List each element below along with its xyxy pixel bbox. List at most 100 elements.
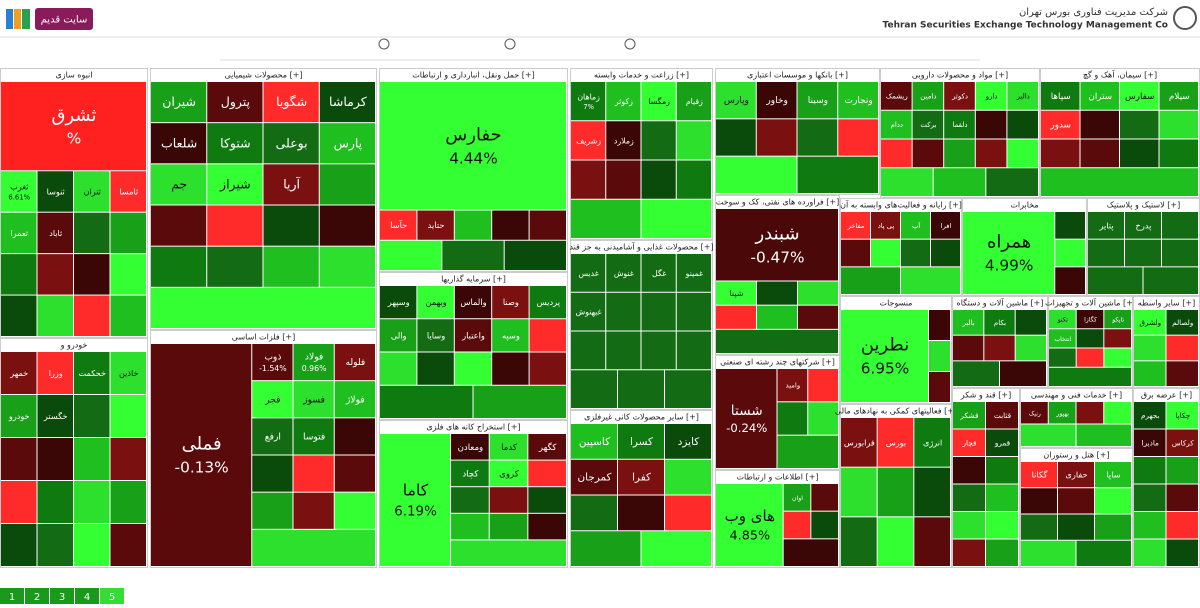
tile[interactable]: [1134, 361, 1166, 386]
tile[interactable]: [37, 171, 74, 212]
tile[interactable]: [1041, 139, 1080, 168]
tile[interactable]: [110, 352, 147, 394]
tile[interactable]: [986, 512, 1018, 539]
tile[interactable]: [1, 352, 37, 394]
tile[interactable]: [1159, 110, 1199, 139]
tile[interactable]: [986, 402, 1018, 429]
tile[interactable]: [877, 517, 914, 566]
tile[interactable]: [207, 123, 263, 164]
tile[interactable]: [797, 119, 838, 156]
tile[interactable]: [37, 524, 74, 566]
tile[interactable]: [1076, 402, 1104, 424]
tile[interactable]: [676, 292, 711, 331]
tile[interactable]: [571, 331, 606, 370]
tile[interactable]: [1166, 361, 1199, 386]
tile[interactable]: [37, 438, 74, 480]
page-button[interactable]: [75, 588, 99, 604]
tile[interactable]: [808, 369, 838, 402]
tile[interactable]: [571, 531, 641, 566]
tile[interactable]: [901, 212, 930, 239]
tile[interactable]: [1, 295, 37, 336]
tile[interactable]: [1076, 540, 1132, 566]
tile[interactable]: [207, 82, 263, 123]
tile[interactable]: [984, 335, 1015, 361]
tile[interactable]: [777, 402, 808, 435]
tile[interactable]: [1007, 110, 1038, 139]
tile[interactable]: [798, 305, 838, 329]
tile[interactable]: [1080, 139, 1120, 168]
page-number[interactable]: 2: [34, 592, 40, 603]
tile[interactable]: [1058, 462, 1094, 488]
tile[interactable]: [1134, 335, 1166, 361]
tile[interactable]: [380, 319, 417, 352]
tile[interactable]: [74, 438, 110, 480]
tile[interactable]: [1055, 212, 1085, 239]
tile[interactable]: [877, 418, 914, 467]
tile[interactable]: [1021, 424, 1076, 447]
tile[interactable]: [74, 171, 110, 212]
tile[interactable]: [1166, 310, 1199, 335]
tile[interactable]: [914, 467, 950, 517]
tile[interactable]: [953, 484, 985, 512]
tile[interactable]: [841, 418, 877, 467]
tile[interactable]: [263, 246, 319, 287]
tile[interactable]: [1055, 239, 1085, 267]
tile[interactable]: [757, 281, 797, 305]
tile[interactable]: [1049, 329, 1076, 348]
tile[interactable]: [454, 319, 492, 352]
tile[interactable]: [838, 82, 878, 119]
tile[interactable]: [293, 418, 334, 455]
tile[interactable]: [252, 492, 293, 529]
tile[interactable]: [1125, 239, 1161, 267]
tile[interactable]: [986, 539, 1018, 567]
tile[interactable]: [334, 344, 375, 381]
tile[interactable]: [74, 481, 110, 523]
tile[interactable]: [975, 110, 1007, 139]
tile[interactable]: [1, 395, 37, 437]
tile[interactable]: [756, 82, 797, 119]
tile[interactable]: [571, 495, 617, 531]
tile[interactable]: [293, 455, 334, 492]
tile[interactable]: [1041, 168, 1198, 196]
tile[interactable]: [293, 492, 334, 529]
tile[interactable]: [1134, 484, 1166, 512]
tile[interactable]: [676, 121, 711, 160]
tile[interactable]: [417, 319, 454, 352]
tile[interactable]: [1007, 139, 1038, 168]
tile[interactable]: [489, 434, 528, 460]
tile[interactable]: [1159, 139, 1199, 168]
tile[interactable]: [1134, 402, 1166, 429]
tile[interactable]: [1088, 212, 1124, 239]
tile[interactable]: [37, 295, 74, 336]
tile[interactable]: [451, 460, 489, 487]
tile[interactable]: [777, 369, 808, 402]
tile[interactable]: [953, 310, 984, 335]
tile[interactable]: [1162, 239, 1198, 267]
tile[interactable]: [953, 539, 985, 567]
page-button[interactable]: [25, 588, 49, 604]
tile[interactable]: [380, 385, 473, 418]
tile[interactable]: [37, 352, 74, 394]
tile[interactable]: [252, 381, 293, 418]
tile[interactable]: [334, 455, 375, 492]
tile[interactable]: [207, 164, 263, 205]
tile[interactable]: [944, 110, 975, 139]
tile[interactable]: [110, 212, 147, 254]
tile[interactable]: [881, 110, 912, 139]
old-site-label[interactable]: سایت قدیم: [41, 15, 88, 26]
tile[interactable]: [1055, 267, 1085, 294]
tile[interactable]: [529, 210, 566, 240]
tile[interactable]: [1166, 402, 1199, 429]
page-button[interactable]: [0, 588, 24, 604]
tile[interactable]: [1048, 402, 1076, 424]
tile[interactable]: [641, 331, 676, 370]
tile[interactable]: [665, 459, 711, 495]
tile[interactable]: [808, 402, 838, 435]
page-number[interactable]: 3: [59, 592, 65, 603]
tile[interactable]: [841, 467, 877, 517]
tile[interactable]: [263, 164, 319, 205]
tile[interactable]: [618, 459, 664, 495]
tile[interactable]: [74, 352, 110, 394]
tile[interactable]: [1166, 335, 1199, 361]
tile[interactable]: [811, 484, 838, 511]
